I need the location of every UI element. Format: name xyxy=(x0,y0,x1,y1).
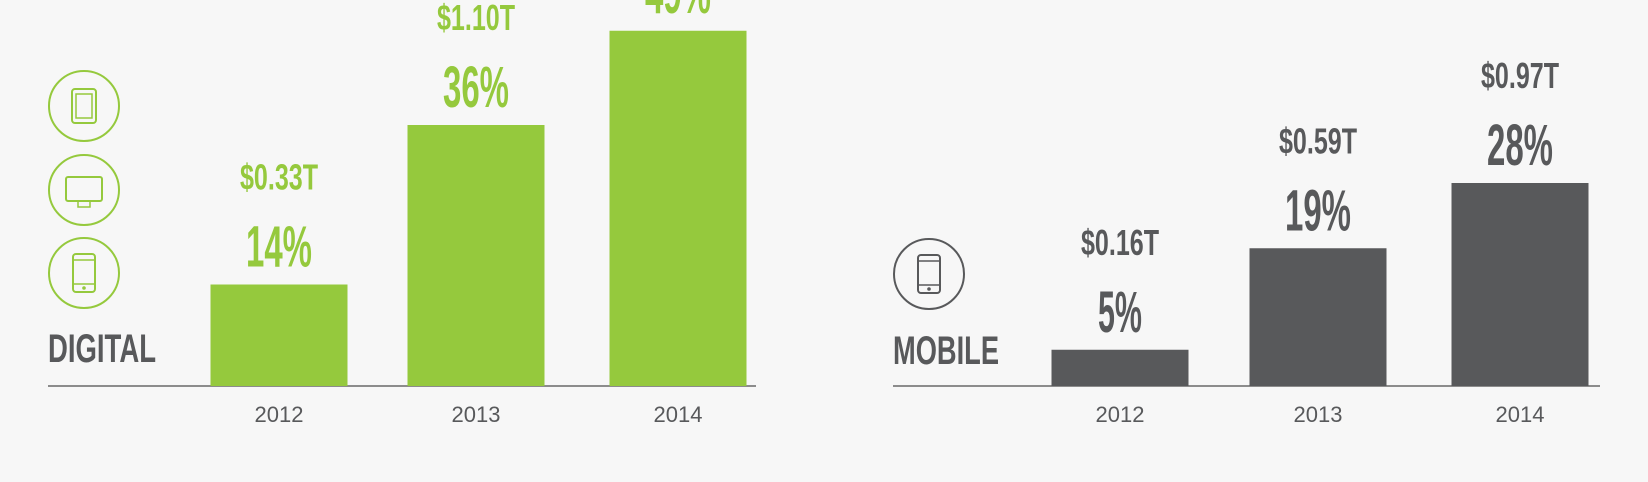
phone-body xyxy=(72,253,96,293)
mobile-bar-2014 xyxy=(1451,183,1589,386)
smartphone-icon xyxy=(48,237,120,309)
digital-chart-label: DIGITAL xyxy=(48,327,156,371)
icon-ring xyxy=(48,237,120,309)
icon-ring xyxy=(48,154,120,226)
mobile-tick-label-2012: 2012 xyxy=(1096,402,1145,427)
mobile-value-label-2014: 28% xyxy=(1487,113,1553,178)
monitor-screen xyxy=(65,176,103,202)
monitor-icon xyxy=(48,154,120,226)
mobile-value-label-2012: 5% xyxy=(1098,280,1142,345)
digital-value-label-2013: 36% xyxy=(443,55,509,120)
digital-tick-label-2012: 2012 xyxy=(255,402,304,427)
tablet-icon xyxy=(48,70,120,142)
icon-ring xyxy=(893,238,965,310)
smartphone-icon xyxy=(893,238,965,310)
icon-ring xyxy=(48,70,120,142)
digital-value-label-2012: 14% xyxy=(246,215,312,280)
mobile-amount-label-2013: $0.59T xyxy=(1279,120,1357,161)
mobile-tick-label-2013: 2013 xyxy=(1294,402,1343,427)
digital-tick-label-2013: 2013 xyxy=(452,402,501,427)
mobile-chart-label: MOBILE xyxy=(893,329,999,373)
phone-button xyxy=(927,287,931,291)
mobile-bar-2012 xyxy=(1051,349,1189,386)
digital-bar-2012 xyxy=(210,284,348,386)
mobile-bar-2013 xyxy=(1249,248,1387,386)
mobile-amount-label-2012: $0.16T xyxy=(1081,222,1159,263)
digital-amount-label-2012: $0.33T xyxy=(240,157,318,198)
digital-bar-2014 xyxy=(609,30,747,386)
tablet-screen xyxy=(75,93,93,119)
phone-button xyxy=(82,286,86,290)
digital-bar-2013 xyxy=(407,125,545,386)
phone-body xyxy=(917,254,941,294)
mobile-tick-label-2014: 2014 xyxy=(1496,402,1545,427)
tablet-body xyxy=(71,88,97,124)
monitor-stand xyxy=(77,200,91,208)
digital-value-label-2014: 49% xyxy=(645,0,711,26)
digital-amount-label-2013: $1.10T xyxy=(437,0,515,38)
digital-tick-label-2014: 2014 xyxy=(654,402,703,427)
mobile-value-label-2013: 19% xyxy=(1285,178,1351,243)
mobile-amount-label-2014: $0.97T xyxy=(1481,55,1559,96)
